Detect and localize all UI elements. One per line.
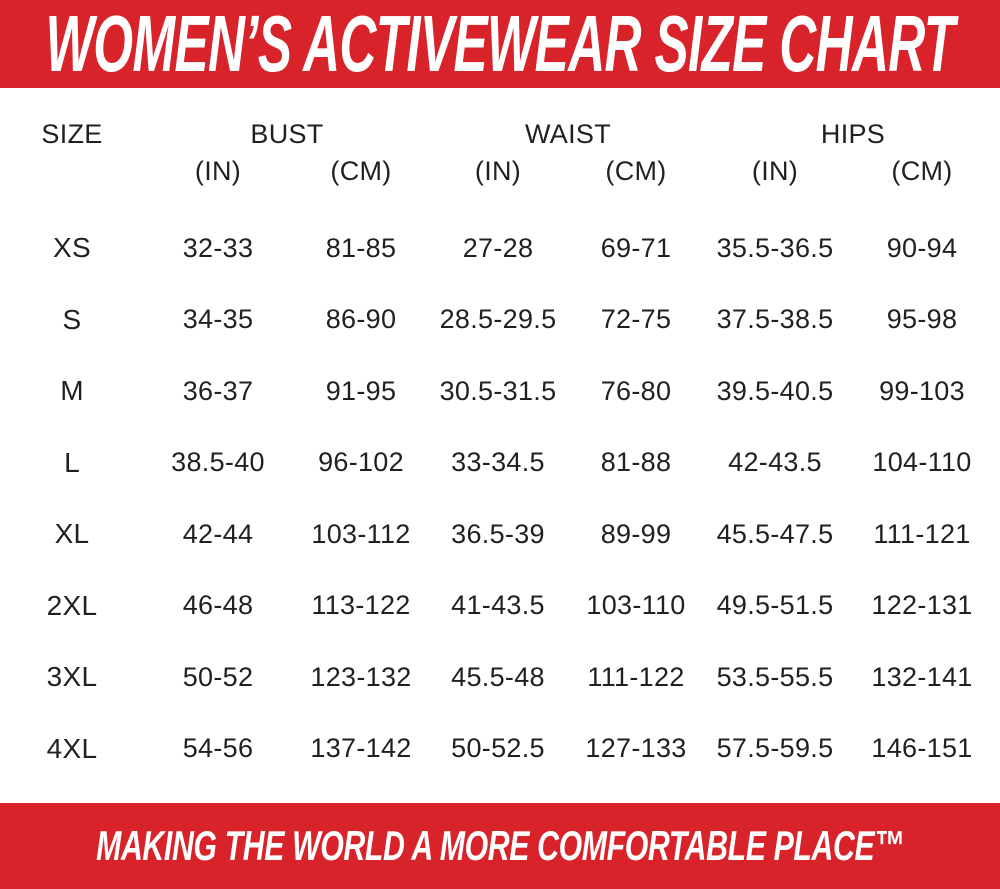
hips-in-value: 45.5-47.5: [716, 518, 834, 549]
size-value: M: [60, 375, 84, 407]
bust-cm-value: 137-142: [310, 733, 412, 764]
unit-hips-in: (IN): [751, 155, 799, 186]
size-table: SIZE BUST WAIST HIPS (IN) (CM) (IN) (CM)…: [0, 119, 1000, 785]
size-value: 3XL: [46, 661, 98, 693]
hips-in-value: 42-43.5: [728, 447, 822, 478]
hips-cm-value: 99-103: [879, 375, 965, 406]
unit-spacer: [0, 156, 144, 187]
column-group-waist: WAIST: [525, 119, 611, 149]
size-value: XS: [53, 232, 91, 264]
page-title: WOMEN’S ACTIVEWEAR SIZE CHART: [45, 0, 955, 88]
table-row-4xl: 4XL 54-56 137-142 50-52.5 127-133 57.5-5…: [0, 713, 1000, 785]
bust-cm-value: 113-122: [311, 590, 411, 621]
unit-waist-cm: (CM): [605, 155, 667, 186]
bust-cm-value: 123-132: [310, 661, 412, 692]
waist-in-value: 45.5-48: [451, 661, 545, 692]
hips-cm-value: 95-98: [886, 304, 958, 335]
column-group-bust: BUST: [250, 119, 324, 149]
bust-cm-value: 81-85: [325, 232, 397, 263]
footer-tagline: MAKING THE WORLD A MORE COMFORTABLE PLAC…: [95, 822, 905, 869]
unit-hips-cm: (CM): [891, 155, 953, 186]
hips-in-value: 37.5-38.5: [716, 304, 834, 335]
unit-bust-cm: (CM): [330, 155, 392, 186]
bust-in-value: 32-33: [182, 232, 254, 263]
table-row-l: L 38.5-40 96-102 33-34.5 81-88 42-43.5 1…: [0, 427, 1000, 499]
waist-in-value: 30.5-31.5: [439, 375, 557, 406]
hips-cm-value: 90-94: [886, 232, 958, 263]
bust-cm-value: 86-90: [325, 304, 397, 335]
hips-in-value: 39.5-40.5: [716, 375, 834, 406]
bust-in-value: 36-37: [182, 375, 254, 406]
hips-in-value: 49.5-51.5: [716, 590, 834, 621]
bust-in-value: 46-48: [182, 590, 254, 621]
table-row-2xl: 2XL 46-48 113-122 41-43.5 103-110 49.5-5…: [0, 570, 1000, 642]
waist-in-value: 36.5-39: [451, 518, 545, 549]
hips-in-value: 53.5-55.5: [716, 661, 834, 692]
hips-cm-value: 122-131: [871, 590, 973, 621]
hips-cm-value: 111-121: [873, 518, 971, 549]
unit-waist-in: (IN): [474, 155, 522, 186]
waist-in-value: 33-34.5: [451, 447, 545, 478]
bust-cm-value: 103-112: [311, 518, 411, 549]
size-value: 2XL: [46, 589, 98, 621]
hips-in-value: 35.5-36.5: [716, 232, 834, 263]
table-body: XS 32-33 81-85 27-28 69-71 35.5-36.5 90-…: [0, 213, 1000, 785]
size-value: XL: [54, 518, 90, 550]
bust-in-value: 50-52: [182, 661, 254, 692]
waist-in-value: 41-43.5: [451, 590, 545, 621]
table-row-s: S 34-35 86-90 28.5-29.5 72-75 37.5-38.5 …: [0, 284, 1000, 356]
hips-cm-value: 132-141: [871, 661, 973, 692]
waist-cm-value: 103-110: [586, 590, 686, 621]
waist-cm-value: 111-122: [587, 661, 685, 692]
table-row-xl: XL 42-44 103-112 36.5-39 89-99 45.5-47.5…: [0, 499, 1000, 571]
waist-cm-value: 76-80: [600, 375, 672, 406]
column-group-hips: HIPS: [820, 119, 886, 149]
bust-in-value: 42-44: [182, 518, 254, 549]
size-value: 4XL: [46, 732, 98, 764]
bust-in-value: 54-56: [182, 733, 254, 764]
size-value: S: [62, 303, 82, 335]
waist-cm-value: 89-99: [600, 518, 672, 549]
header-banner: WOMEN’S ACTIVEWEAR SIZE CHART: [0, 0, 1000, 88]
bust-in-value: 38.5-40: [171, 447, 265, 478]
waist-in-value: 28.5-29.5: [439, 304, 557, 335]
size-value: L: [64, 446, 80, 478]
unit-bust-in: (IN): [194, 155, 242, 186]
bust-cm-value: 91-95: [325, 375, 397, 406]
waist-in-value: 27-28: [462, 232, 534, 263]
waist-cm-value: 81-88: [600, 447, 672, 478]
table-row-m: M 36-37 91-95 30.5-31.5 76-80 39.5-40.5 …: [0, 356, 1000, 428]
bust-in-value: 34-35: [182, 304, 254, 335]
footer-banner: MAKING THE WORLD A MORE COMFORTABLE PLAC…: [0, 803, 1000, 889]
hips-cm-value: 146-151: [871, 733, 973, 764]
hips-cm-value: 104-110: [872, 447, 972, 478]
table-unit-header-row: (IN) (CM) (IN) (CM) (IN) (CM): [0, 156, 1000, 187]
hips-in-value: 57.5-59.5: [716, 733, 834, 764]
table-row-xs: XS 32-33 81-85 27-28 69-71 35.5-36.5 90-…: [0, 213, 1000, 285]
table-group-header-row: SIZE BUST WAIST HIPS: [0, 119, 1000, 150]
table-row-3xl: 3XL 50-52 123-132 45.5-48 111-122 53.5-5…: [0, 642, 1000, 714]
waist-in-value: 50-52.5: [451, 733, 545, 764]
waist-cm-value: 69-71: [600, 232, 672, 263]
waist-cm-value: 127-133: [585, 733, 687, 764]
bust-cm-value: 96-102: [318, 447, 404, 478]
column-header-size: SIZE: [41, 119, 103, 149]
waist-cm-value: 72-75: [600, 304, 672, 335]
